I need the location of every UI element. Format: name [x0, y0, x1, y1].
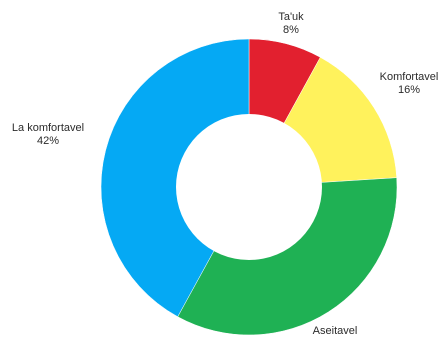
slice-label-ta-uk: Ta'uk	[278, 11, 304, 23]
slice-value-la-komfortavel: 42%	[37, 135, 59, 147]
slice-value-ta-uk: 8%	[283, 24, 299, 36]
slice-value-komfortavel: 16%	[398, 84, 420, 96]
slice-label-aseitavel: Aseitavel	[313, 325, 358, 337]
slice-label-la-komfortavel: La komfortavel	[12, 122, 84, 134]
donut-hole	[176, 114, 322, 260]
slice-label-komfortavel: Komfortavel	[380, 71, 439, 83]
